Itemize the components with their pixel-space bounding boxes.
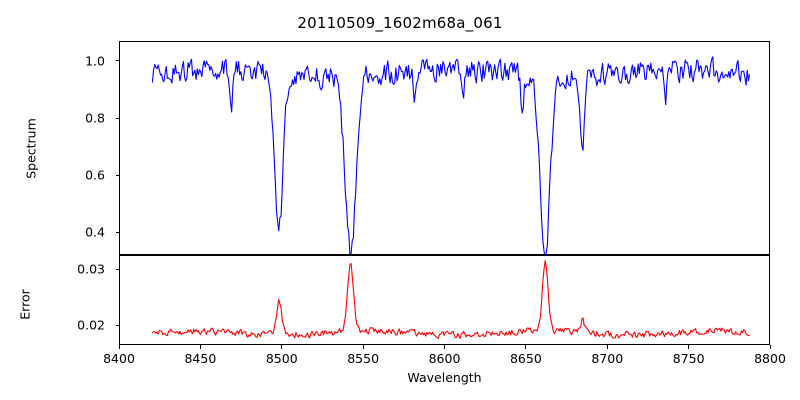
x-tick-mark bbox=[444, 345, 445, 349]
y-tick-mark bbox=[115, 174, 119, 176]
error-plot-panel bbox=[119, 255, 770, 345]
y-tick-label: 0.03 bbox=[77, 261, 105, 277]
error-series bbox=[120, 256, 769, 344]
y-tick-label: 1.0 bbox=[85, 53, 105, 69]
y-tick-label: 0.6 bbox=[85, 167, 105, 183]
x-tick-mark bbox=[769, 345, 771, 349]
y-tick-mark bbox=[115, 324, 119, 326]
x-tick-label: 8750 bbox=[672, 351, 705, 366]
x-tick-label: 8650 bbox=[509, 351, 542, 366]
y-tick-label: 0.4 bbox=[85, 224, 105, 240]
x-tick-mark bbox=[118, 345, 120, 349]
y-tick-label: 0.02 bbox=[77, 317, 105, 333]
error-y-axis-label: Error bbox=[17, 289, 33, 320]
y-tick-mark bbox=[115, 268, 119, 270]
x-axis-label: Wavelength bbox=[407, 370, 482, 385]
y-tick-mark bbox=[115, 60, 119, 62]
x-tick-label: 8500 bbox=[265, 351, 298, 366]
x-tick-label: 8700 bbox=[591, 351, 624, 366]
x-tick-mark bbox=[199, 345, 201, 349]
error-line bbox=[152, 261, 749, 339]
spectrum-plot-panel bbox=[119, 41, 770, 255]
spectrum-line bbox=[152, 57, 749, 254]
chart-title: 20110509_1602m68a_061 bbox=[297, 14, 503, 32]
y-tick-label: 0.8 bbox=[85, 110, 105, 126]
x-tick-label: 8450 bbox=[184, 351, 217, 366]
x-tick-mark bbox=[688, 345, 690, 349]
y-tick-mark bbox=[115, 231, 119, 233]
spectrum-series bbox=[120, 42, 769, 254]
x-tick-mark bbox=[362, 345, 364, 349]
x-tick-label: 8550 bbox=[347, 351, 380, 366]
x-tick-label: 8600 bbox=[428, 351, 461, 366]
y-tick-mark bbox=[115, 117, 119, 119]
x-tick-label: 8800 bbox=[754, 351, 786, 366]
x-tick-label: 8400 bbox=[103, 351, 135, 366]
x-tick-mark bbox=[281, 345, 283, 349]
x-tick-mark bbox=[525, 345, 527, 349]
x-tick-mark bbox=[606, 345, 608, 349]
